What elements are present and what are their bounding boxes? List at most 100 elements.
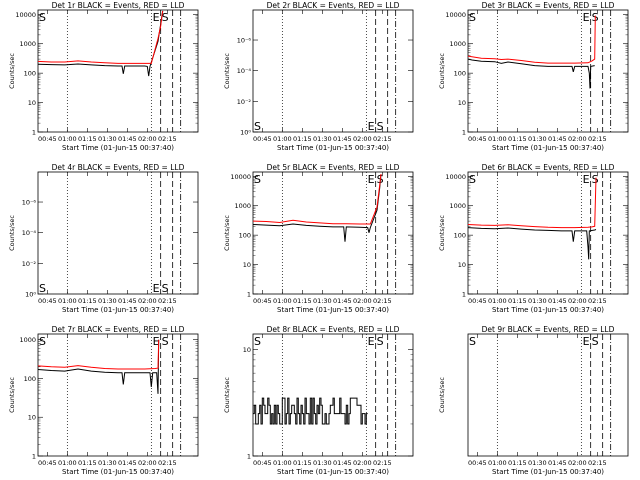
y-tick-label: 1 xyxy=(247,291,251,299)
y-tick-label: 10⁻² xyxy=(22,260,37,268)
series-events xyxy=(253,397,368,425)
x-tick-label: 02:00 xyxy=(353,297,372,305)
y-tick-label: 10000 xyxy=(230,173,251,181)
panel-det-9: Det 9r BLACK = Events, RED = LLD Counts/s… xyxy=(438,325,629,476)
y-axis-label: Counts/sec xyxy=(223,215,231,251)
plot-frame xyxy=(37,9,199,133)
marker-label-end: E xyxy=(583,11,590,24)
panel-det-7: Det 7r BLACK = Events, RED = LLD 1 10 100 10… xyxy=(8,325,199,476)
marker-label-start: S xyxy=(254,120,261,133)
marker-label-start: S xyxy=(254,173,261,186)
y-tick-label: 100 xyxy=(454,232,466,240)
marker-label-start: S xyxy=(39,335,46,348)
y-axis-label: Counts/sec xyxy=(438,377,446,413)
panel-title: Det 3r BLACK = Events, RED = LLD xyxy=(482,1,615,10)
marker-label-end: E xyxy=(368,173,375,186)
plot-frame xyxy=(467,171,629,295)
x-tick-label: 01:30 xyxy=(313,135,332,143)
y-axis-label: Counts/sec xyxy=(8,377,16,413)
marker-label-start: S xyxy=(254,335,261,348)
marker-label-end: E xyxy=(368,335,375,348)
plot-frame xyxy=(37,333,199,457)
x-tick-label: 00:45 xyxy=(253,459,272,467)
x-tick-label: 02:15 xyxy=(373,135,392,143)
y-axis-label: Counts/sec xyxy=(223,53,231,89)
panel-det-4: Det 4r BLACK = Events, RED = LLD 10⁻⁶ 10⁻⁴… xyxy=(8,163,199,314)
x-tick-label: 01:00 xyxy=(488,459,507,467)
marker-label-start-2: S xyxy=(162,335,169,348)
x-tick-label: 01:15 xyxy=(293,297,312,305)
series-lld xyxy=(38,339,160,370)
panel-det-6: Det 6r BLACK = Events, RED = LLD 1 10 100 10… xyxy=(438,163,629,314)
y-tick-label: 10 xyxy=(243,261,251,269)
x-tick-label: 01:30 xyxy=(98,459,117,467)
plot-frame xyxy=(252,171,414,295)
x-tick-label: 00:45 xyxy=(468,297,487,305)
x-axis-label: Start Time (01-Jun-15 00:37:40) xyxy=(62,306,174,314)
panel-title: Det 9r BLACK = Events, RED = LLD xyxy=(482,325,615,334)
panel-det-5: Det 5r BLACK = Events, RED = LLD 1 10 100 10… xyxy=(223,163,414,314)
y-tick-label: 10 xyxy=(28,414,36,422)
x-tick-label: 01:00 xyxy=(273,135,292,143)
series-lld xyxy=(468,177,597,229)
marker-label-start-2: S xyxy=(592,173,599,186)
x-tick-label: 02:00 xyxy=(568,459,587,467)
y-tick-label: 1000 xyxy=(19,336,36,344)
x-axis-label: Start Time (01-Jun-15 00:37:40) xyxy=(492,306,604,314)
x-tick-label: 02:00 xyxy=(353,459,372,467)
marker-label-end: E xyxy=(153,282,160,295)
y-tick-label: 10 xyxy=(243,346,251,354)
marker-label-start-2: S xyxy=(592,335,599,348)
x-tick-label: 01:30 xyxy=(313,459,332,467)
y-tick-label: 1 xyxy=(32,129,36,137)
panel-det-1: Det 1r BLACK = Events, RED = LLD 1 10 100 10… xyxy=(8,1,199,152)
x-tick-label: 01:00 xyxy=(488,297,507,305)
marker-label-start-2: S xyxy=(162,11,169,24)
y-tick-label: 10000 xyxy=(15,11,36,19)
series-events xyxy=(38,339,160,394)
x-tick-label: 01:30 xyxy=(98,297,117,305)
x-tick-label: 02:15 xyxy=(588,135,607,143)
x-tick-label: 01:15 xyxy=(508,135,527,143)
x-tick-label: 02:15 xyxy=(373,459,392,467)
marker-label-start-2: S xyxy=(377,120,384,133)
y-axis-label: Counts/sec xyxy=(223,377,231,413)
y-tick-label: 1 xyxy=(462,129,466,137)
y-tick-label: 1 xyxy=(462,291,466,299)
y-tick-label: 10⁰ xyxy=(240,129,251,137)
x-tick-label: 01:45 xyxy=(548,135,567,143)
y-axis-label: Counts/sec xyxy=(438,215,446,251)
panel-title: Det 1r BLACK = Events, RED = LLD xyxy=(52,1,185,10)
y-tick-label: 100 xyxy=(24,375,36,383)
y-tick-label: 10 xyxy=(28,99,36,107)
x-tick-label: 02:00 xyxy=(138,297,157,305)
x-tick-label: 02:15 xyxy=(373,297,392,305)
x-tick-label: 01:15 xyxy=(78,297,97,305)
y-tick-label: 10⁻⁴ xyxy=(237,67,252,75)
y-tick-label: 100 xyxy=(24,70,36,78)
y-tick-label: 10⁻² xyxy=(237,98,252,106)
plot-frame xyxy=(252,333,414,457)
x-tick-label: 02:15 xyxy=(158,459,177,467)
x-tick-label: 01:00 xyxy=(58,135,77,143)
plot-frame xyxy=(252,9,414,133)
panel-det-8: Det 8r BLACK = Events, RED = LLD 1 10 Count… xyxy=(223,325,414,476)
marker-label-start: S xyxy=(469,11,476,24)
x-tick-label: 00:45 xyxy=(38,135,57,143)
panel-title: Det 4r BLACK = Events, RED = LLD xyxy=(52,163,185,172)
x-tick-label: 02:15 xyxy=(158,297,177,305)
marker-label-end: E xyxy=(153,11,160,24)
x-tick-label: 02:15 xyxy=(588,297,607,305)
series-lld xyxy=(38,10,164,64)
y-tick-label: 10 xyxy=(458,261,466,269)
y-tick-label: 1000 xyxy=(449,202,466,210)
x-tick-label: 01:00 xyxy=(273,459,292,467)
marker-label-end: E xyxy=(583,335,590,348)
x-tick-label: 01:30 xyxy=(98,135,117,143)
marker-label-start: S xyxy=(469,335,476,348)
x-tick-label: 02:00 xyxy=(138,459,157,467)
x-tick-label: 01:45 xyxy=(333,135,352,143)
y-tick-label: 100 xyxy=(239,232,251,240)
x-tick-label: 01:15 xyxy=(293,459,312,467)
